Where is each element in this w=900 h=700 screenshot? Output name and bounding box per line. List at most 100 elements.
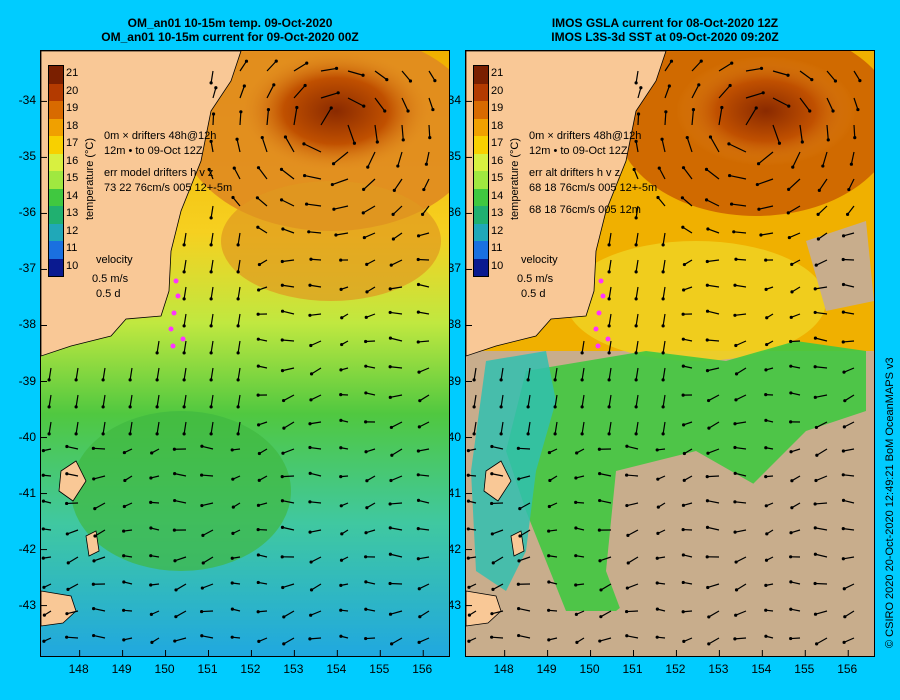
colorbar	[473, 65, 489, 277]
current-arrow-head	[685, 135, 689, 140]
current-arrow	[281, 199, 295, 207]
current-arrow	[635, 421, 639, 434]
current-arrow-head	[841, 234, 846, 238]
current-arrow	[706, 168, 720, 180]
current-arrow	[390, 610, 403, 615]
current-arrow-head	[329, 106, 333, 110]
current-arrow-head	[706, 585, 710, 590]
current-arrow	[310, 472, 322, 477]
current-arrow-head	[182, 378, 186, 382]
current-arrow	[600, 610, 612, 618]
legend-text: 0m × drifters 48h@12h	[529, 130, 642, 142]
current-arrow-head	[209, 139, 213, 143]
current-arrow	[799, 70, 813, 81]
current-arrow	[428, 97, 434, 110]
current-arrow	[174, 499, 187, 504]
drifter-marker	[175, 293, 181, 299]
current-arrow-head	[41, 499, 46, 503]
current-arrow	[662, 394, 666, 407]
current-arrow-head	[209, 270, 213, 274]
current-arrow	[75, 367, 79, 380]
current-arrow-head	[308, 313, 312, 317]
current-arrow	[174, 637, 187, 642]
current-arrow	[682, 197, 693, 207]
current-arrow	[309, 421, 322, 425]
current-arrow-head	[831, 109, 835, 113]
colorbar-swatch	[49, 83, 63, 101]
current-arrow-head	[331, 162, 336, 166]
current-arrow-head	[682, 478, 686, 482]
current-arrow	[66, 636, 79, 639]
colorbar-swatch	[474, 83, 488, 101]
current-arrow-head	[172, 447, 176, 451]
current-arrow-head	[634, 243, 638, 247]
current-arrow	[390, 337, 403, 342]
current-arrow-head	[467, 639, 471, 643]
current-arrow-head	[257, 639, 261, 644]
current-arrow	[600, 583, 612, 591]
current-arrow-head	[789, 339, 793, 344]
current-arrow-head	[786, 211, 790, 215]
current-arrow	[93, 447, 106, 450]
current-arrow-head	[789, 636, 793, 641]
current-arrow-head	[815, 453, 819, 457]
current-arrow	[391, 421, 403, 428]
current-arrow	[347, 70, 364, 76]
current-arrow-head	[256, 337, 260, 341]
current-arrow-head	[843, 399, 847, 403]
current-arrow	[626, 502, 639, 507]
current-arrow	[706, 199, 720, 207]
current-arrow-head	[764, 475, 768, 479]
current-arrow-head	[365, 506, 369, 510]
current-arrow-head	[366, 165, 370, 169]
current-arrow-head	[841, 310, 845, 314]
current-arrow	[581, 421, 585, 434]
colorbar-swatch	[49, 258, 63, 276]
current-arrow	[844, 583, 855, 590]
current-arrow	[518, 447, 531, 450]
legend-text: err model drifters h v z	[104, 167, 214, 179]
current-arrow-head	[236, 378, 240, 382]
current-arrow-head	[334, 66, 339, 71]
colorbar-swatch	[49, 66, 63, 84]
current-arrow-head	[547, 529, 551, 533]
current-arrow	[419, 610, 430, 618]
current-arrow-head	[334, 233, 338, 237]
current-arrow	[237, 286, 241, 299]
current-arrow	[311, 367, 322, 375]
current-arrow-head	[242, 84, 246, 88]
current-arrow-head	[733, 422, 737, 426]
current-arrow	[581, 367, 585, 380]
current-arrow	[418, 258, 430, 261]
current-arrow-head	[236, 432, 240, 436]
current-arrow	[236, 139, 241, 153]
current-arrow	[282, 284, 295, 288]
current-arrow-head	[553, 405, 557, 409]
current-arrow-head	[580, 432, 584, 436]
current-arrow-head	[681, 312, 685, 316]
current-arrow-head	[182, 432, 186, 436]
current-arrow-head	[759, 233, 763, 237]
current-arrow-head	[681, 527, 685, 532]
current-arrow-head	[383, 109, 387, 113]
current-arrow-head	[236, 405, 240, 409]
current-arrow	[401, 70, 411, 82]
current-arrow	[401, 124, 404, 140]
current-arrow-head	[309, 613, 313, 617]
current-arrow-head	[231, 531, 235, 535]
current-arrow-head	[332, 207, 336, 211]
current-arrow-head	[580, 405, 584, 409]
colorbar-tick-label: 17	[66, 137, 79, 149]
current-arrow	[390, 502, 403, 505]
current-arrow-head	[681, 337, 685, 341]
current-arrow	[362, 205, 376, 214]
current-arrow-head	[274, 59, 278, 63]
right-panel-title: IMOS GSLA current for 08-Oct-2020 12Z IM…	[455, 16, 875, 44]
current-arrow	[283, 421, 295, 429]
current-arrow-head	[128, 378, 132, 382]
current-arrow	[320, 67, 337, 72]
current-arrow	[419, 583, 430, 590]
current-arrow-head	[416, 257, 420, 262]
current-arrow-head	[841, 527, 845, 531]
current-arrow	[826, 124, 829, 140]
